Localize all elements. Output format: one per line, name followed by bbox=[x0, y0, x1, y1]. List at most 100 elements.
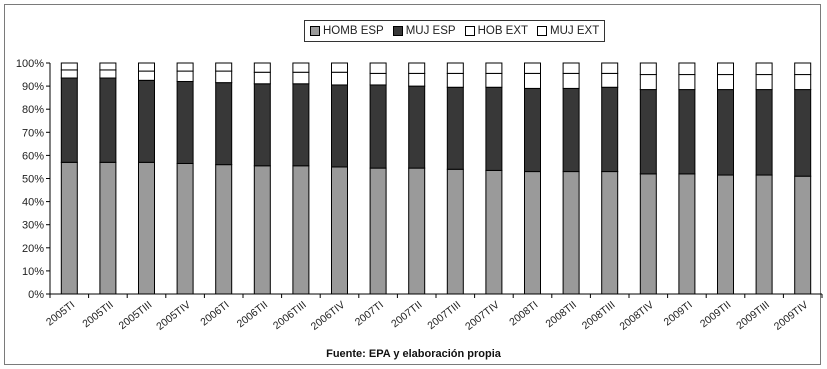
bar-segment-muj-ext bbox=[253, 62, 271, 73]
bar-segment-hob-ext bbox=[215, 70, 233, 84]
legend-swatch bbox=[537, 26, 548, 36]
bar-segment-muj-esp bbox=[408, 85, 426, 169]
legend-label: MUJ EXT bbox=[550, 25, 600, 37]
bar-segment-muj-ext bbox=[678, 62, 696, 76]
bar-segment-muj-ext bbox=[176, 62, 194, 72]
bar-segment-homb-esp bbox=[176, 162, 194, 295]
bar-segment-muj-esp bbox=[138, 79, 155, 163]
source-note: Fuente: EPA y elaboración propia bbox=[326, 348, 501, 360]
x-tick-labels: 2005TI 2005TII 2005TIII 2005TIV 2006TI 2006TI… bbox=[44, 299, 811, 333]
y-tick-label: 60% bbox=[22, 150, 44, 162]
bar-segment-muj-esp bbox=[717, 89, 734, 176]
bar-segment-muj-ext bbox=[292, 62, 310, 73]
legend-label: HOB EXT bbox=[477, 25, 529, 37]
legend: HOMB ESP MUJ ESP HOB EXT MUJ EXT bbox=[304, 20, 606, 42]
bar-2009tiii bbox=[755, 62, 773, 295]
bar-2009tiv bbox=[794, 62, 812, 295]
bar-segment-hob-ext bbox=[562, 72, 580, 89]
x-tick-label: 2008TIV bbox=[617, 299, 656, 333]
bar-segment-homb-esp bbox=[794, 175, 812, 295]
bar-segment-muj-ext bbox=[794, 62, 812, 76]
legend-swatch bbox=[392, 26, 403, 36]
x-tick-label: 2006TIII bbox=[271, 299, 309, 332]
bar-segment-muj-ext bbox=[215, 62, 233, 72]
legend-label: MUJ ESP bbox=[405, 25, 456, 37]
bar-segment-muj-esp bbox=[253, 83, 271, 167]
bar-segment-muj-ext bbox=[446, 62, 464, 74]
bar-2006tiii bbox=[292, 62, 310, 295]
bar-2009ti bbox=[678, 62, 696, 295]
bar-segment-homb-esp bbox=[331, 166, 348, 295]
y-tick-label: 10% bbox=[22, 266, 44, 278]
x-tick-label: 2007TIV bbox=[463, 299, 502, 333]
bar-segment-muj-ext bbox=[60, 62, 78, 71]
bar-2005tiv bbox=[176, 62, 194, 295]
bar-segment-muj-ext bbox=[601, 62, 619, 74]
bar-segment-homb-esp bbox=[717, 174, 734, 295]
bar-segment-homb-esp bbox=[99, 161, 117, 295]
bar-segment-muj-esp bbox=[601, 86, 619, 173]
bar-segment-hob-ext bbox=[755, 74, 773, 91]
bar-segment-hob-ext bbox=[485, 72, 503, 88]
bar-segment-homb-esp bbox=[408, 167, 426, 295]
bar-segment-muj-esp bbox=[99, 77, 117, 163]
bar-2007ti bbox=[369, 62, 387, 295]
bar-segment-muj-esp bbox=[60, 77, 78, 163]
legend-item-muj-esp: MUJ ESP bbox=[392, 25, 456, 37]
bar-segment-muj-esp bbox=[369, 84, 387, 169]
bar-segment-muj-ext bbox=[755, 62, 773, 76]
bar-segment-homb-esp bbox=[562, 171, 580, 295]
x-tick-label: 2005TIV bbox=[154, 299, 193, 333]
x-tick-label: 2007TI bbox=[353, 299, 386, 329]
bar-segment-muj-esp bbox=[524, 87, 541, 173]
bar-segment-homb-esp bbox=[755, 174, 773, 295]
x-tick-label: 2006TII bbox=[235, 299, 270, 330]
bar-2008ti bbox=[524, 62, 541, 295]
bar-segment-muj-esp bbox=[562, 87, 580, 173]
bar-segment-hob-ext bbox=[794, 74, 812, 91]
bar-segment-muj-ext bbox=[639, 62, 657, 76]
bar-segment-muj-ext bbox=[524, 62, 541, 74]
bar-segment-hob-ext bbox=[253, 71, 271, 85]
bar-segment-homb-esp bbox=[601, 171, 619, 295]
bar-2009tii bbox=[717, 62, 734, 295]
x-tick-label: 2005TIII bbox=[117, 299, 155, 332]
y-tick-label: 50% bbox=[22, 174, 44, 186]
bar-segment-muj-esp bbox=[331, 84, 348, 168]
bar-segment-muj-esp bbox=[446, 86, 464, 170]
bar-segment-homb-esp bbox=[524, 171, 541, 295]
bar-segment-muj-esp bbox=[292, 83, 310, 167]
bar-segment-homb-esp bbox=[138, 161, 155, 295]
y-tick-label: 30% bbox=[22, 220, 44, 232]
bar-segment-muj-ext bbox=[99, 62, 117, 71]
bar-segment-hob-ext bbox=[524, 72, 541, 89]
bar-segment-hob-ext bbox=[678, 74, 696, 91]
x-tick-label: 2007TII bbox=[389, 299, 424, 330]
bar-2008tii bbox=[562, 62, 580, 295]
y-tick-label: 90% bbox=[22, 81, 44, 93]
bar-segment-hob-ext bbox=[60, 69, 78, 79]
bar-segment-muj-ext bbox=[138, 62, 155, 72]
legend-item-homb-esp: HOMB ESP bbox=[310, 25, 384, 37]
bar-segment-muj-esp bbox=[755, 89, 773, 176]
y-tick-label: 70% bbox=[22, 127, 44, 139]
x-tick-label: 2008TIII bbox=[580, 299, 618, 332]
bar-segment-homb-esp bbox=[292, 165, 310, 295]
y-tick-label: 80% bbox=[22, 104, 44, 116]
legend-label: HOMB ESP bbox=[323, 25, 384, 37]
bar-segment-hob-ext bbox=[601, 72, 619, 88]
bar-2005tiii bbox=[138, 62, 155, 295]
bar-segment-homb-esp bbox=[253, 165, 271, 295]
bars bbox=[60, 62, 812, 295]
x-tick-label: 2008TII bbox=[543, 299, 578, 330]
bar-segment-homb-esp bbox=[60, 161, 78, 295]
bar-2006tii bbox=[253, 62, 271, 295]
x-tick-label: 2009TIII bbox=[734, 299, 772, 332]
bar-2005ti bbox=[60, 62, 78, 295]
bar-segment-homb-esp bbox=[678, 173, 696, 295]
bar-segment-muj-ext bbox=[331, 62, 348, 73]
bar-segment-muj-esp bbox=[794, 89, 812, 177]
bar-2008tiii bbox=[601, 62, 619, 295]
bar-segment-hob-ext bbox=[292, 71, 310, 85]
